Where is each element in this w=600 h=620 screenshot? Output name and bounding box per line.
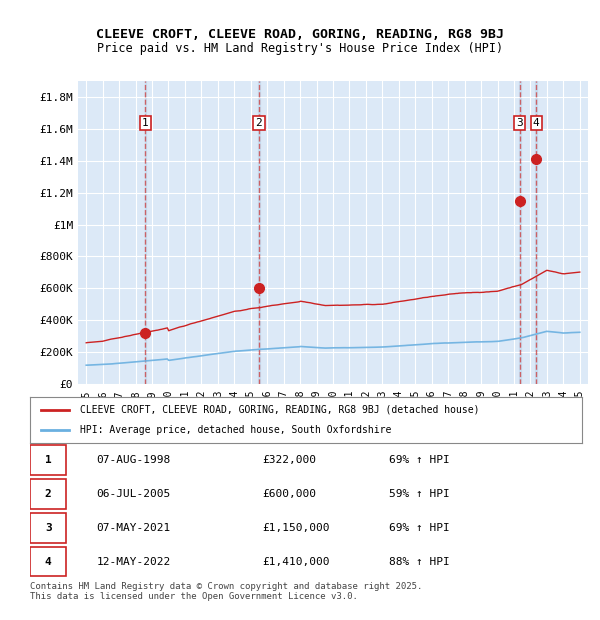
Text: 4: 4: [45, 557, 52, 567]
Text: 07-AUG-1998: 07-AUG-1998: [96, 455, 170, 465]
FancyBboxPatch shape: [30, 513, 66, 542]
Text: 1: 1: [45, 455, 52, 465]
Text: 3: 3: [45, 523, 52, 533]
Text: 07-MAY-2021: 07-MAY-2021: [96, 523, 170, 533]
Text: CLEEVE CROFT, CLEEVE ROAD, GORING, READING, RG8 9BJ (detached house): CLEEVE CROFT, CLEEVE ROAD, GORING, READI…: [80, 405, 479, 415]
Text: Contains HM Land Registry data © Crown copyright and database right 2025.
This d: Contains HM Land Registry data © Crown c…: [30, 582, 422, 601]
Text: £322,000: £322,000: [262, 455, 316, 465]
Bar: [145, 81, 146, 384]
Text: 1: 1: [142, 118, 149, 128]
Text: CLEEVE CROFT, CLEEVE ROAD, GORING, READING, RG8 9BJ: CLEEVE CROFT, CLEEVE ROAD, GORING, READI…: [96, 28, 504, 41]
Text: 2: 2: [45, 489, 52, 499]
Text: 88% ↑ HPI: 88% ↑ HPI: [389, 557, 449, 567]
Text: 69% ↑ HPI: 69% ↑ HPI: [389, 455, 449, 465]
Text: 4: 4: [533, 118, 539, 128]
Bar: [258, 81, 260, 384]
Bar: [519, 81, 521, 384]
Text: 2: 2: [256, 118, 262, 128]
Text: 59% ↑ HPI: 59% ↑ HPI: [389, 489, 449, 499]
Text: 06-JUL-2005: 06-JUL-2005: [96, 489, 170, 499]
Text: £1,150,000: £1,150,000: [262, 523, 329, 533]
Text: HPI: Average price, detached house, South Oxfordshire: HPI: Average price, detached house, Sout…: [80, 425, 391, 435]
Text: £600,000: £600,000: [262, 489, 316, 499]
Text: 3: 3: [517, 118, 523, 128]
Text: 69% ↑ HPI: 69% ↑ HPI: [389, 523, 449, 533]
FancyBboxPatch shape: [30, 479, 66, 509]
Bar: [535, 81, 537, 384]
FancyBboxPatch shape: [30, 547, 66, 577]
FancyBboxPatch shape: [30, 445, 66, 475]
Text: £1,410,000: £1,410,000: [262, 557, 329, 567]
Text: Price paid vs. HM Land Registry's House Price Index (HPI): Price paid vs. HM Land Registry's House …: [97, 42, 503, 55]
Text: 12-MAY-2022: 12-MAY-2022: [96, 557, 170, 567]
